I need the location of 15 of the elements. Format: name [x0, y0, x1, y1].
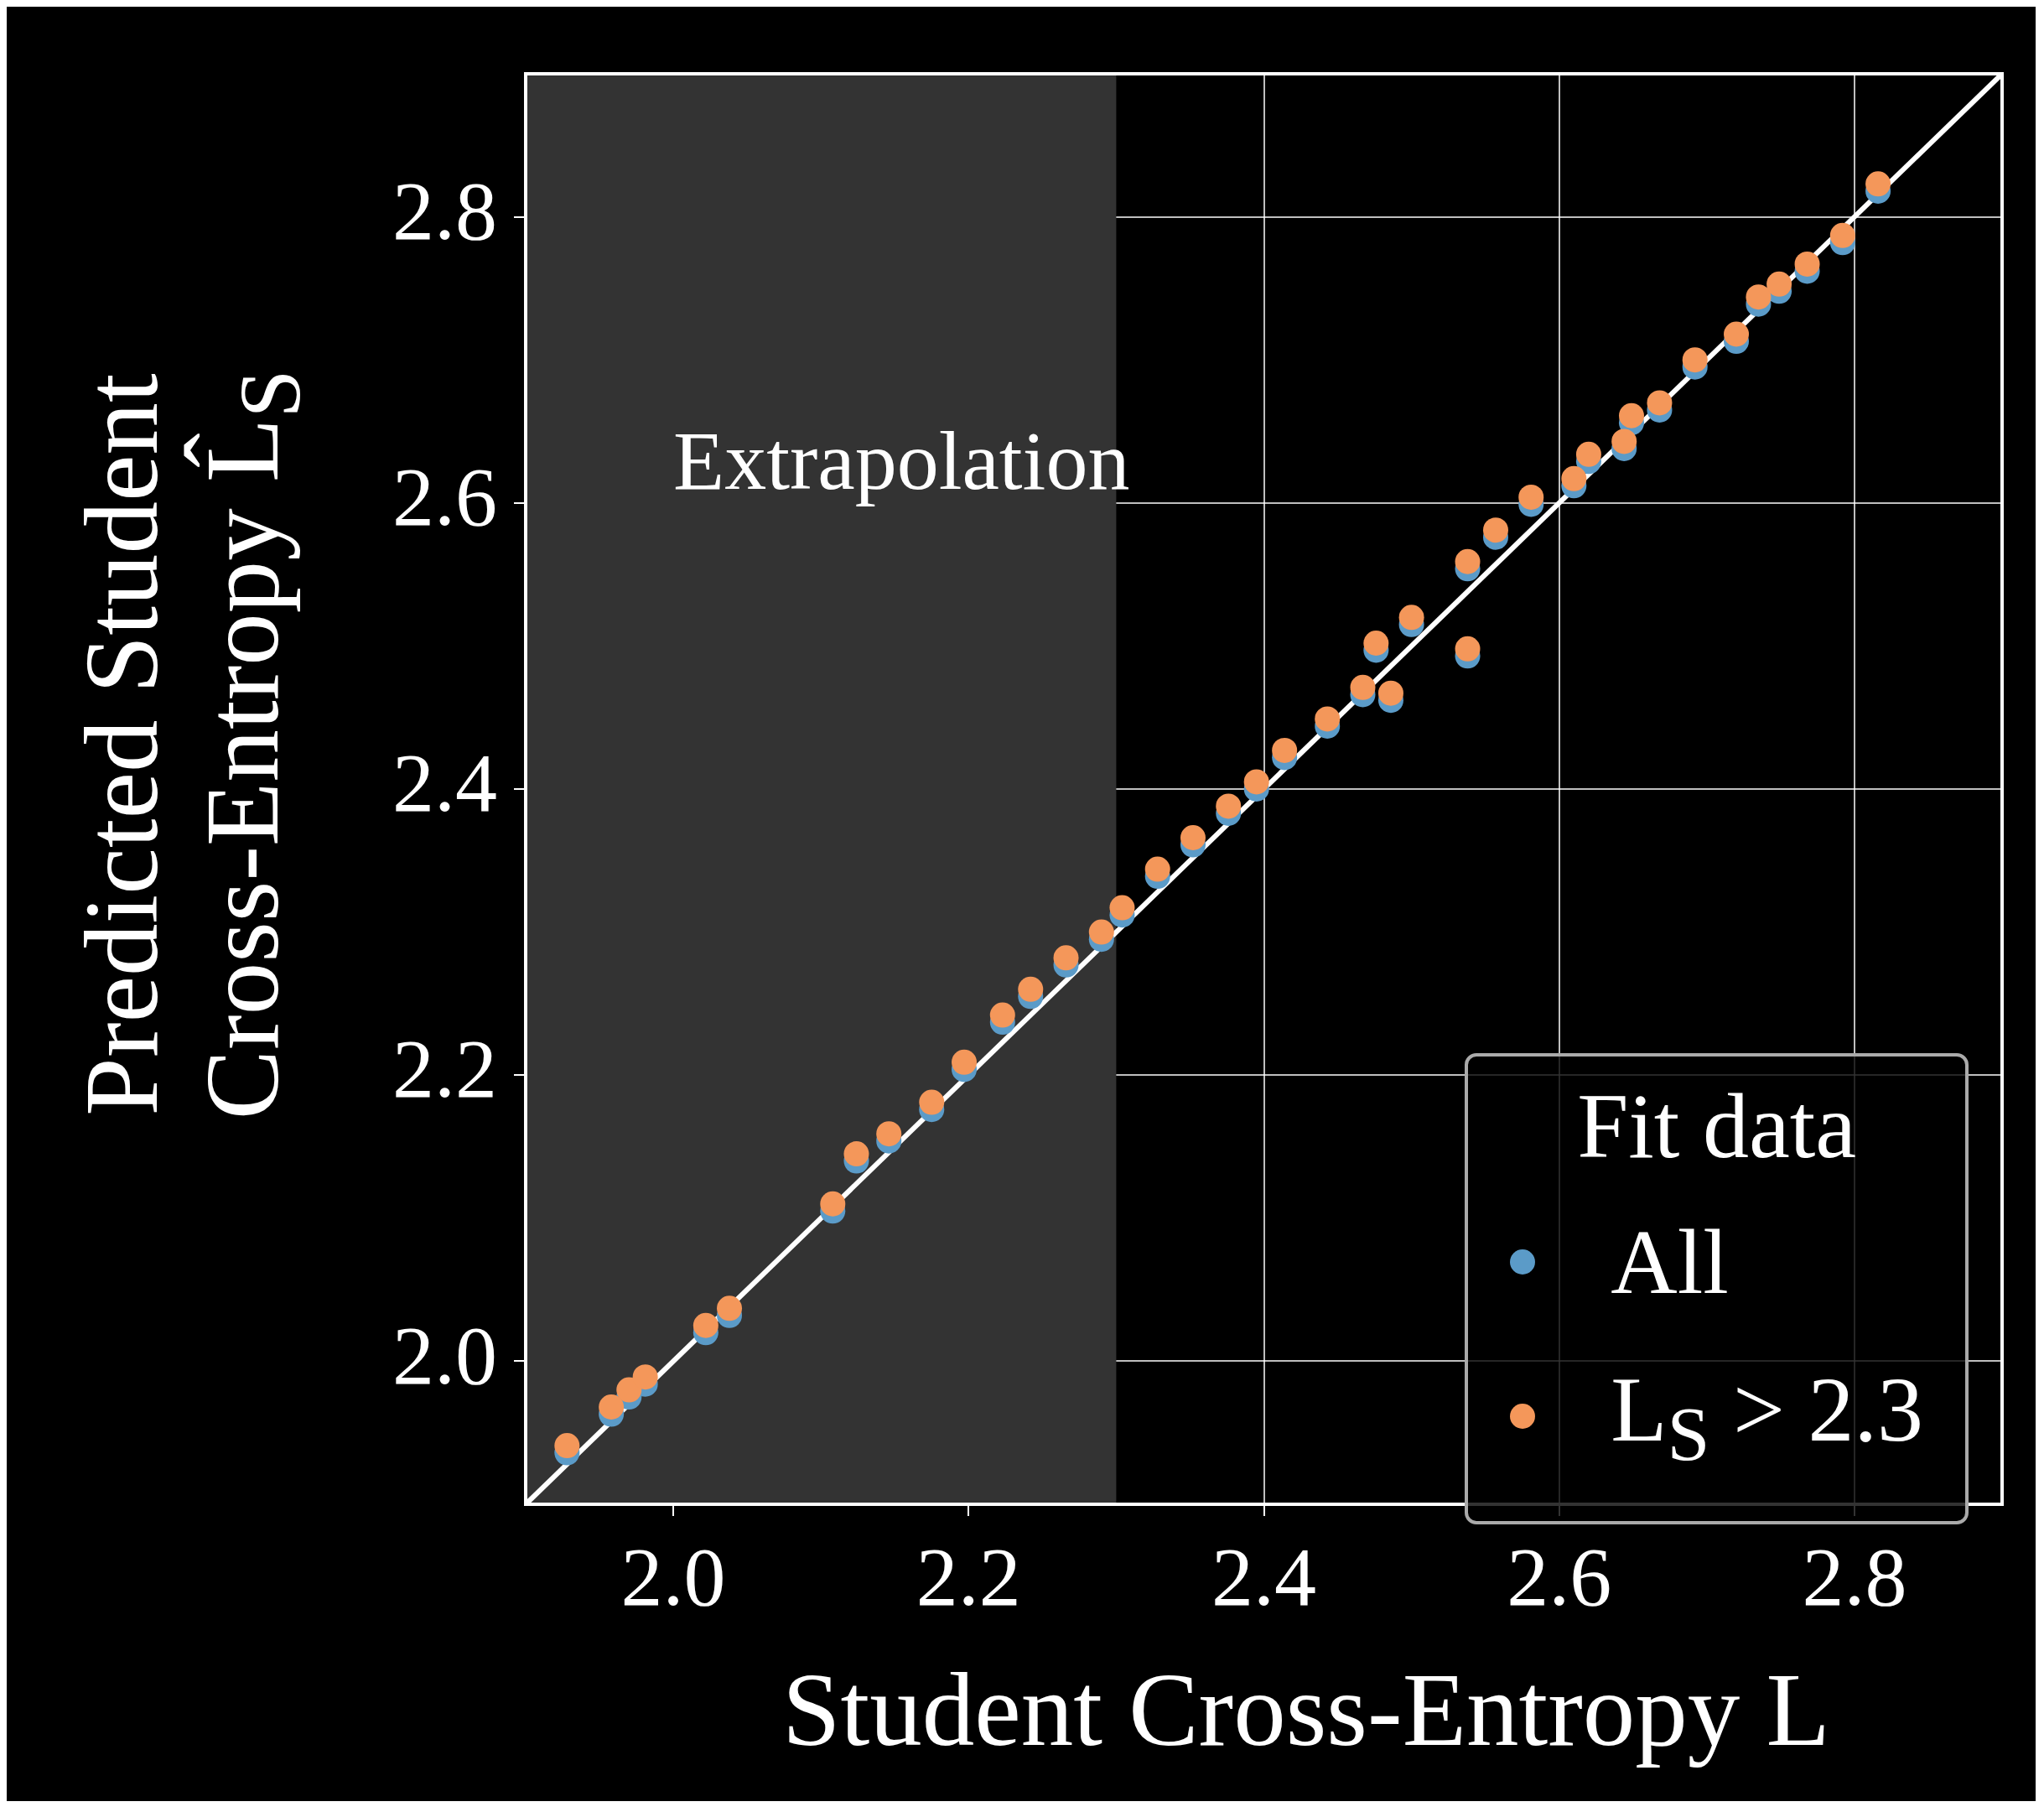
y-tick-label: 2.8: [392, 164, 497, 257]
band-label: Extrapolation: [673, 414, 1130, 508]
x-tick-label: 2.4: [1211, 1530, 1316, 1624]
y-tick-label: 2.2: [392, 1022, 497, 1116]
y-tick-label: 2.6: [392, 450, 497, 544]
x-axis-title: Student Cross-Entropy L: [781, 1651, 1831, 1769]
legend-label: All: [1611, 1210, 1729, 1316]
x-tick-label: 2.8: [1802, 1530, 1907, 1624]
x-tick-label: 2.0: [620, 1530, 726, 1624]
legend-label: L$_{S}$ > 2.3: [1611, 1358, 1923, 1479]
y-tick-label: 2.0: [392, 1308, 497, 1402]
x-tick-label: 2.2: [916, 1530, 1021, 1624]
y-tick-label: 2.4: [392, 736, 497, 830]
x-tick-label: 2.6: [1507, 1530, 1612, 1624]
legend-title: Fit data: [1576, 1074, 1858, 1180]
